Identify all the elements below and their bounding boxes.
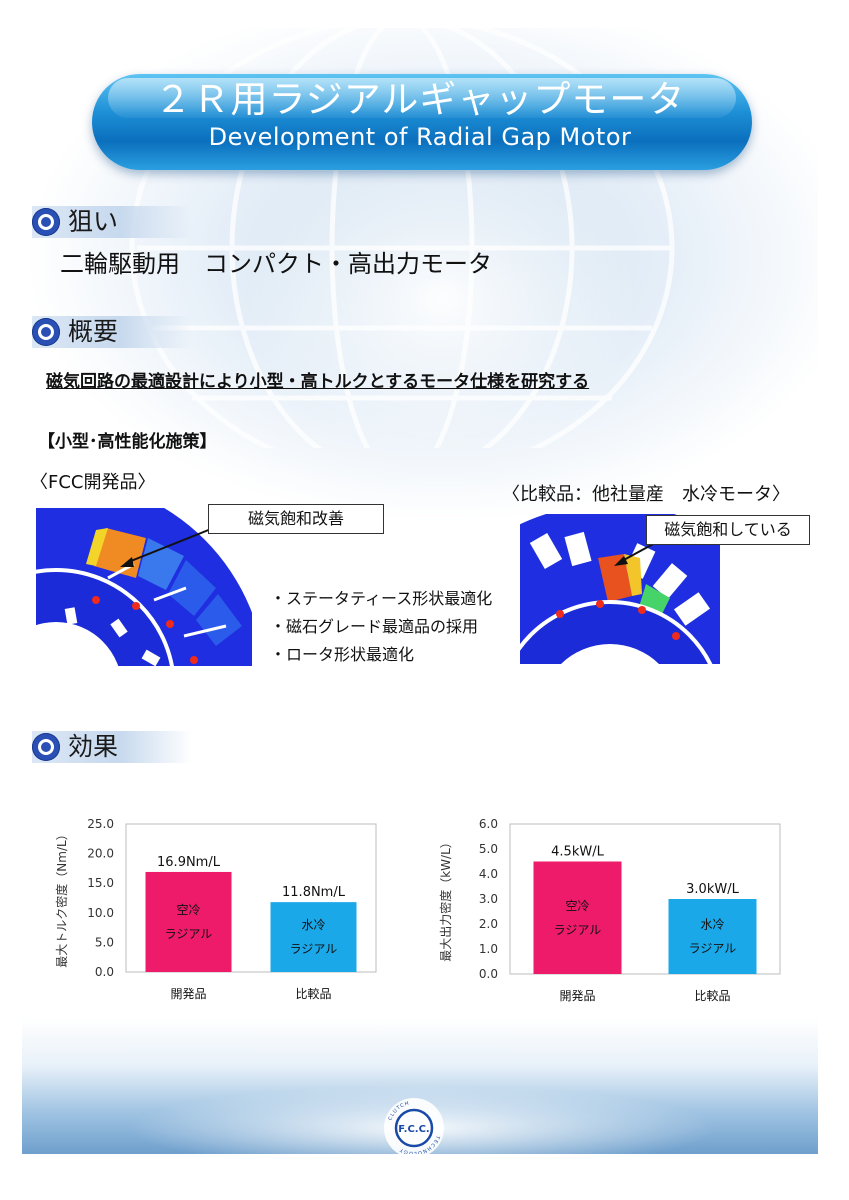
data-label: 4.5kW/L: [551, 845, 604, 860]
section-effect-heading: 効果: [32, 731, 192, 763]
x-tick-label: 開発品: [559, 989, 595, 1003]
bar-developed: [533, 861, 622, 974]
bullet-circle-icon: [32, 733, 60, 761]
section-overview-label: 概要: [68, 317, 119, 346]
bar-text: ラジアル: [165, 927, 213, 941]
fcc-product-label: 〈FCC開発品〉: [30, 472, 156, 493]
y-tick-label: 6.0: [479, 817, 498, 831]
bullet-circle-icon: [32, 318, 60, 346]
y-tick-label: 25.0: [87, 817, 114, 831]
y-tick-label: 0.0: [95, 965, 114, 979]
bar-text: ラジアル: [689, 942, 737, 956]
list-item: ・ステータティース形状最適化: [270, 589, 493, 608]
callout-fcc: 磁気飽和改善: [208, 504, 384, 534]
page-subtitle: Development of Radial Gap Motor: [208, 123, 632, 151]
bar-text: ラジアル: [290, 942, 338, 956]
x-tick-label: 比較品: [295, 986, 331, 1001]
y-axis-label: 最大トルク密度（Nm/L）: [54, 828, 69, 967]
bar-text: 水冷: [301, 918, 325, 932]
measures-heading: 【小型･高性能化施策】: [38, 432, 217, 452]
y-tick-label: 5.0: [95, 935, 114, 949]
y-tick-label: 1.0: [479, 942, 498, 956]
x-tick-label: 比較品: [694, 988, 730, 1003]
fcc-motor-fem-image: [36, 508, 252, 666]
bar-text: 空冷: [176, 903, 200, 917]
list-item: ・磁石グレード最適品の採用: [270, 617, 479, 636]
bar-text: 空冷: [565, 899, 589, 913]
page-title: ２Ｒ用ラジアルギャップモータ: [154, 78, 686, 121]
data-label: 3.0kW/L: [686, 882, 739, 897]
bar-comparison: [668, 899, 757, 974]
power-density-chart: 0.0 1.0 2.0 3.0 4.0 5.0 6.0 最大出力密度（kW/L） 4.5kW/L…: [438, 817, 781, 1003]
y-tick-label: 10.0: [87, 906, 114, 920]
arrow-icon: [120, 526, 217, 567]
section-aim-label: 狙い: [68, 207, 119, 236]
title-banner: [92, 74, 752, 170]
data-label: 16.9Nm/L: [157, 855, 221, 870]
callout-comparison: 磁気飽和している: [646, 515, 810, 545]
bar-text: ラジアル: [554, 923, 602, 937]
logo-text: F.C.C.: [398, 1124, 429, 1135]
bar-text: 水冷: [700, 918, 724, 932]
y-axis-label: 最大出力密度（kW/L）: [438, 836, 453, 962]
measures-list: ・ステータティース形状最適化 ・磁石グレード最適品の採用 ・ロータ形状最適化: [270, 585, 492, 669]
section-effect-label: 効果: [68, 732, 119, 761]
y-tick-label: 4.0: [479, 867, 498, 881]
section-overview-heading: 概要: [32, 316, 192, 348]
bullet-circle-icon: [32, 208, 60, 236]
y-tick-label: 15.0: [87, 876, 114, 890]
list-item: ・ロータ形状最適化: [270, 645, 415, 664]
y-tick-label: 0.0: [479, 967, 498, 981]
document-page: ２Ｒ用ラジアルギャップモータ Development of Radial Gap…: [22, 28, 818, 1154]
torque-density-chart: 0.0 5.0 10.0 15.0 20.0 25.0 最大トルク密度（Nm/L） 16.9N…: [54, 817, 377, 1001]
y-tick-label: 2.0: [479, 917, 498, 931]
comparison-motor-fem-image: [520, 514, 720, 664]
comparison-label: 〈比較品：他社量産 水冷モータ〉: [502, 484, 790, 505]
fcc-logo-icon: F.C.C. CLUTCH TECHNOLOGY: [384, 1098, 444, 1154]
plot-frame: [509, 823, 781, 975]
y-tick-label: 20.0: [87, 847, 114, 861]
plot-frame: [125, 823, 377, 973]
overview-text: 磁気回路の最適設計により小型・高トルクとするモータ仕様を研究する: [46, 372, 590, 392]
x-tick-label: 開発品: [170, 987, 206, 1001]
bar-comparison: [270, 902, 357, 972]
bar-developed: [145, 871, 232, 972]
y-tick-label: 5.0: [479, 842, 498, 856]
y-tick-label: 3.0: [479, 892, 498, 906]
data-label: 11.8Nm/L: [282, 885, 346, 900]
section-aim-heading: 狙い: [32, 206, 192, 238]
aim-text: 二輪駆動用 コンパクト・高出力モータ: [60, 250, 492, 278]
